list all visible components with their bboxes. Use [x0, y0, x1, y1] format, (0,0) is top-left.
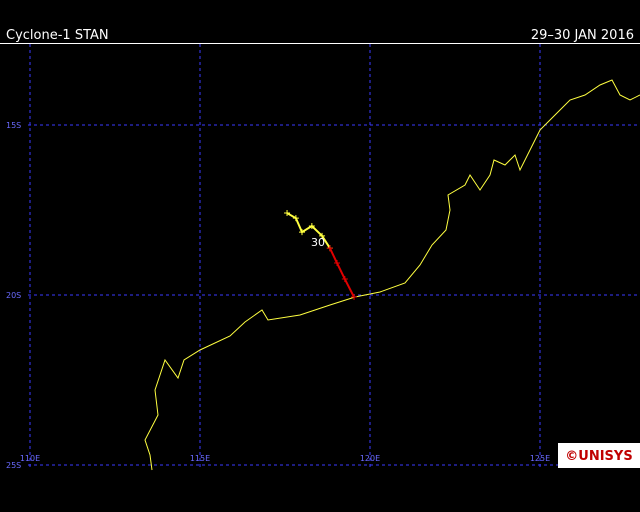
- track-point: [284, 210, 291, 217]
- logo-box: [558, 443, 640, 468]
- lat-label: 15S: [6, 121, 21, 130]
- coastline: [144, 79, 640, 471]
- logo: ©UNISYS: [565, 449, 632, 464]
- lon-label: 110E: [20, 454, 40, 463]
- lon-label: 115E: [190, 454, 210, 463]
- track-point: [351, 294, 358, 301]
- lon-label: 125E: [530, 454, 550, 463]
- track-line: [328, 247, 355, 298]
- lon-label: 120E: [360, 454, 380, 463]
- track-point: [308, 222, 315, 229]
- lat-label: 20S: [6, 291, 21, 300]
- track-point: [334, 260, 341, 267]
- track-line: [286, 212, 331, 249]
- day-label: 30: [311, 236, 325, 249]
- lat-label: 25S: [6, 461, 21, 470]
- track: 30: [284, 210, 358, 301]
- track-point: [299, 229, 305, 236]
- track-point: [319, 232, 326, 239]
- date: 29–30 JAN 2016: [531, 28, 634, 43]
- track-point: [292, 215, 299, 222]
- track-point: [341, 276, 348, 283]
- title: Cyclone-1 STAN: [6, 28, 109, 43]
- track-point: [326, 245, 333, 252]
